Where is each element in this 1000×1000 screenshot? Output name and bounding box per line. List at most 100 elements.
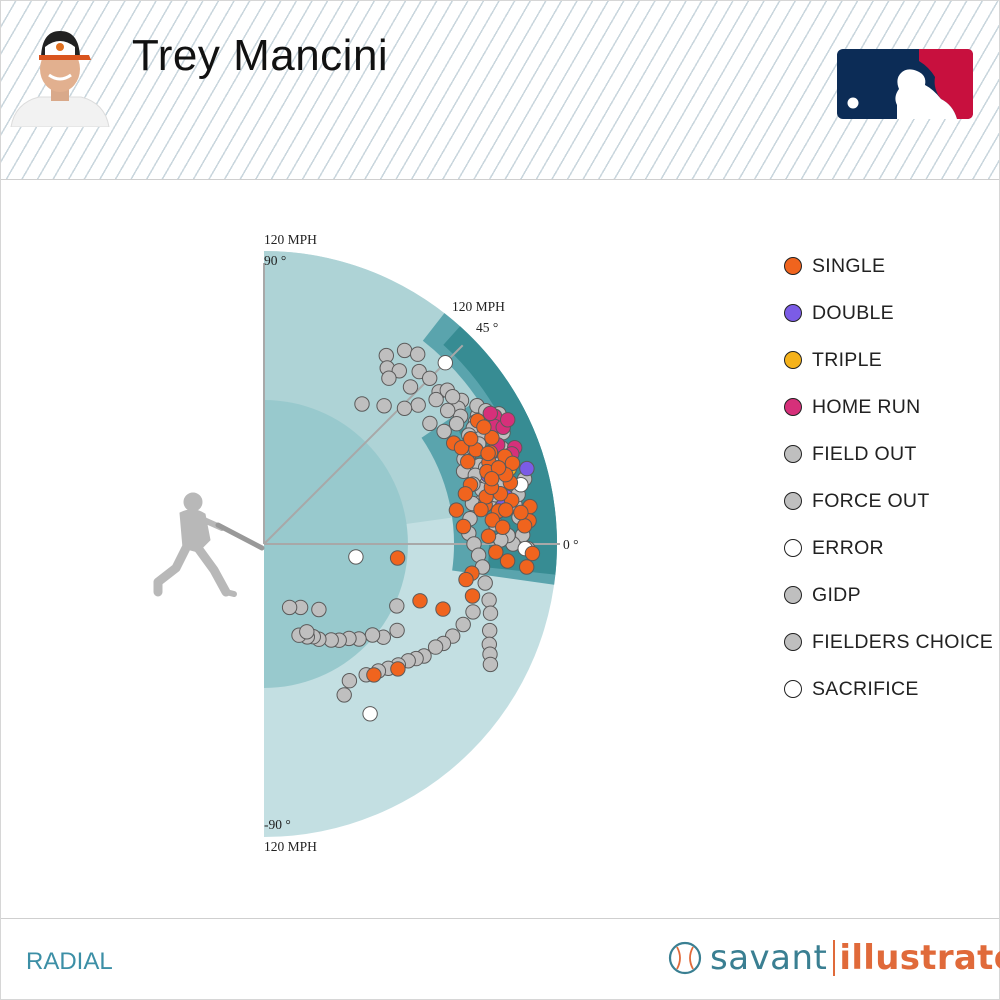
legend-swatch <box>784 398 802 416</box>
point-single <box>495 519 511 535</box>
point-single <box>490 460 507 476</box>
point-single <box>476 419 492 435</box>
legend-swatch <box>784 586 802 604</box>
player-name: Trey Mancini <box>132 31 389 80</box>
legend-swatch <box>784 633 802 651</box>
legend-item-force-out: FORCE OUT <box>784 489 930 513</box>
point-single <box>484 471 500 487</box>
point-single <box>390 661 406 677</box>
legend-swatch <box>784 680 802 698</box>
angle-label-neg90: -90 ° <box>264 817 291 832</box>
legend-item-double: DOUBLE <box>784 301 894 325</box>
legend-label: DOUBLE <box>812 301 894 324</box>
point-single <box>480 528 497 544</box>
legend-label: TRIPLE <box>812 348 883 371</box>
legend-item-fielders-choice: FIELDERS CHOICE <box>784 630 993 654</box>
point-out <box>440 402 456 419</box>
legend-label: SINGLE <box>812 254 886 277</box>
point-single <box>513 504 529 521</box>
point-out <box>389 598 405 614</box>
radial-spray-chart: 120 MPH 90 ° 120 MPH 45 ° 0 ° -90 ° 120 … <box>153 232 579 854</box>
legend-item-gidp: GIDP <box>784 583 861 607</box>
point-out <box>481 592 497 608</box>
point-single <box>484 512 500 528</box>
radial-label-45: 120 MPH <box>452 299 505 314</box>
legend-swatch <box>784 351 802 369</box>
point-single <box>484 430 500 446</box>
point-single <box>480 445 496 462</box>
point-out <box>376 398 392 414</box>
point-home-run <box>500 412 516 428</box>
legend-item-field-out: FIELD OUT <box>784 442 917 466</box>
legend-label: GIDP <box>812 583 861 606</box>
point-error <box>362 706 378 722</box>
legend-item-error: ERROR <box>784 536 884 560</box>
point-out <box>391 363 407 379</box>
legend-swatch <box>784 257 802 275</box>
radial-label-bottom: 120 MPH <box>264 839 317 854</box>
legend-item-sacrifice: SACRIFICE <box>784 677 919 701</box>
point-single <box>389 550 406 566</box>
point-single <box>504 455 521 471</box>
legend-item-single: SINGLE <box>784 254 885 278</box>
point-single <box>458 571 474 588</box>
point-single <box>488 544 504 560</box>
point-single <box>499 553 516 569</box>
mlb-logo <box>837 49 973 119</box>
point-out <box>436 423 452 440</box>
legend-swatch <box>784 445 802 463</box>
player-header: Trey Mancini <box>1 1 999 180</box>
footer-divider <box>1 918 999 919</box>
point-single <box>412 593 428 609</box>
point-out <box>410 346 426 362</box>
point-out <box>428 391 444 408</box>
point-out <box>482 605 499 621</box>
point-out <box>477 575 493 591</box>
point-out <box>422 370 438 386</box>
point-out <box>364 627 381 643</box>
legend-label: FIELD OUT <box>812 442 917 465</box>
point-single <box>498 502 514 518</box>
point-out <box>354 396 370 412</box>
angle-label-45: 45 ° <box>476 320 498 335</box>
point-out <box>311 601 327 618</box>
legend-swatch <box>784 304 802 322</box>
point-single <box>435 601 451 617</box>
axis-labels: 120 MPH 90 ° 120 MPH 45 ° 0 ° -90 ° 120 … <box>264 232 579 854</box>
angle-label-90: 90 ° <box>264 253 286 268</box>
point-out <box>448 416 465 432</box>
point-out <box>410 397 426 413</box>
point-out <box>482 622 498 639</box>
point-single <box>366 667 382 683</box>
point-out <box>422 415 438 432</box>
angle-label-0: 0 ° <box>563 537 579 552</box>
legend-label: FORCE OUT <box>812 489 930 512</box>
legend-label: SACRIFICE <box>812 677 919 700</box>
point-single <box>519 559 535 575</box>
point-single <box>460 454 476 470</box>
point-single <box>464 588 481 604</box>
legend-label: HOME RUN <box>812 395 921 418</box>
player-headshot <box>10 31 110 127</box>
point-out <box>299 624 315 640</box>
batted-ball-points <box>281 342 541 722</box>
point-out <box>281 599 298 616</box>
point-out <box>336 687 352 703</box>
point-single <box>448 502 465 518</box>
point-single <box>473 501 489 518</box>
brand-illustrator: illustrator <box>839 938 1000 978</box>
point-out <box>455 616 471 633</box>
point-out <box>402 379 419 395</box>
point-single <box>455 518 472 535</box>
point-out <box>396 342 413 359</box>
point-single <box>457 486 474 502</box>
point-error <box>437 355 453 371</box>
legend-label: FIELDERS CHOICE <box>812 630 994 653</box>
radial-label-top: 120 MPH <box>264 232 317 247</box>
batter-icon <box>153 492 265 597</box>
point-out <box>389 622 405 639</box>
brand-savant: savant <box>710 938 828 978</box>
legend-swatch <box>784 539 802 557</box>
point-out <box>396 400 413 416</box>
brand-separator <box>833 940 836 976</box>
